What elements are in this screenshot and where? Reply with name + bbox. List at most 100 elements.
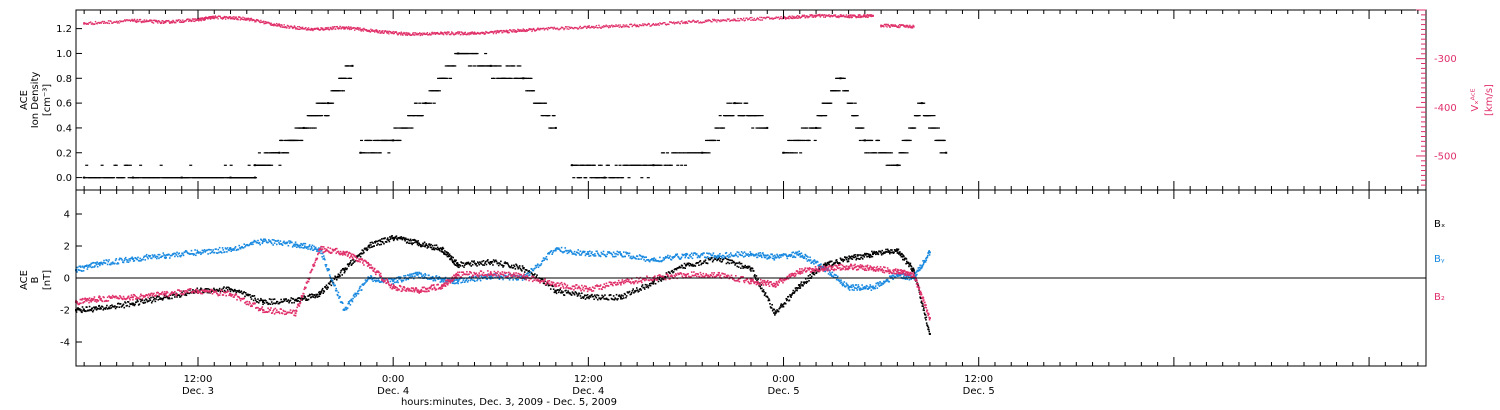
density-point — [684, 164, 688, 166]
velocity-point — [525, 28, 528, 31]
by-point — [353, 296, 356, 298]
velocity-point — [758, 19, 760, 21]
velocity-point — [162, 20, 164, 22]
velocity-point — [169, 22, 172, 24]
velocity-point — [568, 28, 570, 30]
velocity-point — [136, 21, 138, 23]
bx-point — [714, 258, 717, 260]
velocity-point — [702, 21, 704, 23]
density-point — [874, 152, 878, 154]
velocity-point — [818, 14, 820, 16]
velocity-point — [441, 31, 443, 34]
by-point — [111, 263, 113, 265]
bx-point — [913, 273, 916, 275]
by-point — [197, 251, 199, 253]
bx-point — [346, 267, 348, 270]
velocity-point — [567, 26, 569, 28]
velocity-point — [313, 27, 316, 30]
velocity-point — [716, 19, 719, 21]
velocity-point — [857, 14, 860, 16]
by-point — [101, 263, 104, 266]
bx-point — [644, 283, 647, 286]
by-point — [281, 244, 284, 246]
bx-point — [580, 297, 582, 299]
bx-point — [409, 238, 412, 241]
density-point — [337, 90, 341, 92]
bx-point — [438, 249, 441, 252]
by-point — [654, 258, 657, 261]
velocity-point — [399, 32, 401, 34]
velocity-point — [673, 23, 676, 25]
by-point — [418, 271, 420, 274]
by-point — [689, 253, 692, 256]
bx-point — [661, 278, 663, 280]
velocity-point — [199, 17, 202, 19]
bx-point — [417, 240, 419, 242]
by-point — [666, 256, 668, 259]
bx-point — [90, 309, 92, 312]
velocity-point — [163, 21, 165, 23]
bx-point — [483, 264, 486, 266]
bx-point — [849, 256, 852, 258]
bx-point — [410, 242, 413, 244]
velocity-point — [864, 14, 866, 16]
velocity-point — [505, 29, 508, 32]
bx-point — [669, 272, 671, 275]
bx-point — [437, 248, 439, 251]
velocity-point — [230, 16, 232, 19]
by-point — [86, 268, 89, 270]
density-point — [372, 139, 376, 142]
bx-point — [265, 299, 267, 302]
velocity-point — [620, 25, 622, 28]
by-point — [292, 244, 295, 247]
bx-point — [356, 255, 358, 257]
velocity-point — [397, 34, 399, 36]
velocity-point — [546, 28, 549, 31]
density-point — [99, 177, 103, 179]
velocity-point — [862, 14, 865, 17]
velocity-point — [517, 29, 520, 31]
velocity-point — [471, 32, 473, 35]
velocity-point — [568, 26, 571, 28]
bx-point — [240, 290, 243, 293]
density-point — [268, 164, 272, 166]
velocity-point — [503, 29, 505, 32]
velocity-point — [382, 30, 384, 32]
velocity-point — [273, 24, 275, 27]
density-point — [944, 152, 948, 154]
velocity-point — [557, 28, 559, 31]
bx-point — [475, 263, 478, 265]
by-point — [741, 254, 744, 257]
velocity-point — [829, 16, 831, 18]
by-point — [348, 302, 351, 305]
bx-point — [430, 243, 432, 246]
velocity-point — [386, 32, 388, 34]
by-point — [321, 256, 323, 258]
velocity-point — [473, 31, 476, 33]
by-point — [588, 250, 591, 253]
bx-point — [234, 288, 236, 291]
velocity-point — [771, 17, 773, 19]
density-point — [792, 152, 796, 154]
bx-point — [455, 259, 457, 262]
bx-point — [143, 299, 146, 302]
by-point — [291, 241, 293, 244]
bx-point — [897, 248, 900, 251]
bx-point — [921, 302, 923, 304]
by-point — [674, 255, 676, 257]
velocity-point — [664, 23, 667, 26]
bx-point — [775, 311, 778, 313]
bx-point — [859, 254, 862, 256]
velocity-point — [469, 33, 472, 35]
velocity-point — [553, 26, 555, 29]
bx-point — [599, 298, 602, 301]
by-point — [88, 264, 91, 266]
by-point — [416, 271, 419, 274]
velocity-point — [263, 22, 266, 25]
velocity-point — [219, 15, 221, 18]
density-point — [639, 164, 643, 166]
density-point — [467, 65, 471, 67]
bx-point — [762, 290, 764, 293]
bx-point — [249, 293, 251, 296]
by-point — [404, 274, 407, 277]
